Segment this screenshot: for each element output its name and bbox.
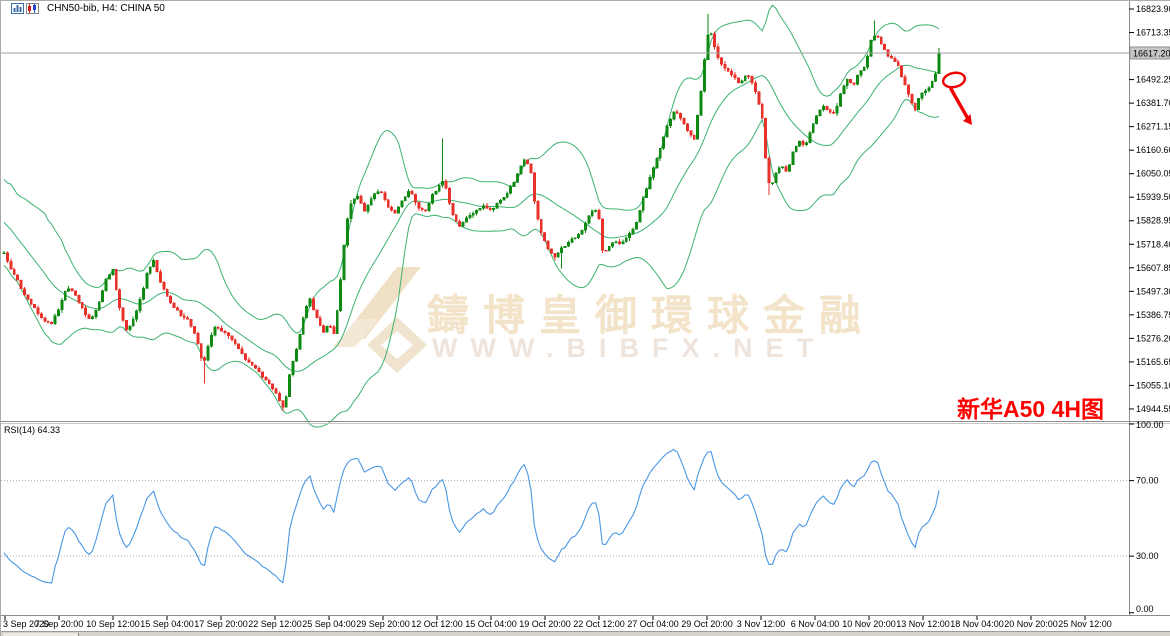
bollinger-upper-band bbox=[3, 4, 940, 334]
bar-chart-icon[interactable] bbox=[11, 3, 24, 14]
symbol-label: CHN50-bib, H4: CHINA 50 bbox=[47, 3, 165, 14]
price-axis-label: 16160.60 bbox=[1136, 145, 1170, 155]
time-axis-label: 25 Sep 04:00 bbox=[302, 619, 356, 629]
time-axis-label: 12 Oct 12:00 bbox=[411, 619, 463, 629]
candlestick-chart-icon[interactable] bbox=[26, 3, 39, 14]
time-axis-label: 22 Oct 12:00 bbox=[573, 619, 625, 629]
price-axis-label: 15828.95 bbox=[1136, 216, 1170, 226]
time-axis-label: 6 Nov 04:00 bbox=[791, 619, 840, 629]
price-axis-label: 15055.10 bbox=[1136, 380, 1170, 390]
watermark-brand-text: 鑄博皇御環球金融 bbox=[427, 292, 876, 339]
price-axis-label: 15276.20 bbox=[1136, 333, 1170, 343]
price-axis-label: 16823.90 bbox=[1136, 4, 1170, 14]
price-axis-label: 16713.35 bbox=[1136, 28, 1170, 38]
bottom-scroll-strip[interactable] bbox=[1, 631, 1170, 636]
time-axis-label: 10 Sep 12:00 bbox=[86, 619, 140, 629]
chart-tab-notch[interactable] bbox=[3, 633, 79, 636]
time-axis-label: 27 Oct 04:00 bbox=[627, 619, 679, 629]
bollinger-lower-band bbox=[3, 99, 940, 428]
annotation-arrow-head bbox=[963, 114, 972, 125]
current-price-value: 16617.20 bbox=[1133, 48, 1170, 58]
price-axis-label: 14944.55 bbox=[1136, 404, 1170, 414]
rsi-axis-label: 100.00 bbox=[1136, 420, 1164, 430]
time-axis-label: 15 Sep 04:00 bbox=[140, 619, 194, 629]
bollinger-bands bbox=[3, 4, 940, 428]
price-axis-label: 16050.05 bbox=[1136, 169, 1170, 179]
price-axis-label: 15386.75 bbox=[1136, 310, 1170, 320]
annotation-arrow-shaft bbox=[949, 87, 969, 119]
time-axis-label: 25 Nov 12:00 bbox=[1058, 619, 1112, 629]
chart-header: CHN50-bib, H4: CHINA 50 bbox=[11, 3, 165, 14]
price-axis-label: 15497.30 bbox=[1136, 286, 1170, 296]
rsi-axis-label: 30.00 bbox=[1136, 551, 1159, 561]
time-axis-label: 10 Nov 20:00 bbox=[842, 619, 896, 629]
time-axis-label: 22 Sep 12:00 bbox=[248, 619, 302, 629]
time-axis-label: 15 Oct 04:00 bbox=[465, 619, 517, 629]
time-axis-label: 3 Sep 2020 bbox=[3, 619, 49, 629]
current-price-marker: 16617.20 bbox=[1, 46, 1170, 60]
time-axis-label: 13 Nov 12:00 bbox=[896, 619, 950, 629]
price-axis-label: 16381.70 bbox=[1136, 98, 1170, 108]
rsi-axis-label: 0.00 bbox=[1136, 604, 1154, 614]
time-axis-label: 3 Nov 12:00 bbox=[737, 619, 786, 629]
rsi-pane: RSI(14) 64.33 100.00 70.00 30.00 0.00 bbox=[1, 420, 1164, 614]
time-axis-label: 17 Sep 20:00 bbox=[194, 619, 248, 629]
price-axis[interactable]: 16823.90 16713.35 16492.25 16381.70 16271.15… bbox=[1129, 4, 1170, 414]
rsi-label: RSI(14) 64.33 bbox=[4, 425, 60, 435]
time-axis-label: 29 Sep 20:00 bbox=[356, 619, 410, 629]
time-axis-label: 7 Sep 20:00 bbox=[35, 619, 84, 629]
time-axis-label: 29 Oct 20:00 bbox=[681, 619, 733, 629]
price-axis-label: 15939.50 bbox=[1136, 192, 1170, 202]
watermark-site-text: WWW.BIBFX.NET bbox=[432, 333, 826, 363]
price-axis-label: 15607.85 bbox=[1136, 263, 1170, 273]
time-axis-label: 19 Oct 20:00 bbox=[519, 619, 571, 629]
annotation-ellipse bbox=[941, 71, 967, 89]
trend-annotation bbox=[941, 71, 972, 125]
price-axis-label: 16492.25 bbox=[1136, 75, 1170, 85]
watermark-logo-icon bbox=[333, 267, 427, 373]
price-axis-label: 16271.15 bbox=[1136, 122, 1170, 132]
rsi-axis-label: 70.00 bbox=[1136, 476, 1159, 486]
time-axis-label: 18 Nov 04:00 bbox=[950, 619, 1004, 629]
candlesticks bbox=[2, 14, 941, 411]
time-axis-label: 20 Nov 20:00 bbox=[1004, 619, 1058, 629]
annotation-caption: 新华A50 4H图 bbox=[957, 396, 1104, 422]
rsi-line bbox=[3, 449, 940, 584]
bollinger-middle-band bbox=[3, 64, 940, 372]
price-axis-label: 15718.40 bbox=[1136, 239, 1170, 249]
price-axis-label: 15165.65 bbox=[1136, 357, 1170, 367]
